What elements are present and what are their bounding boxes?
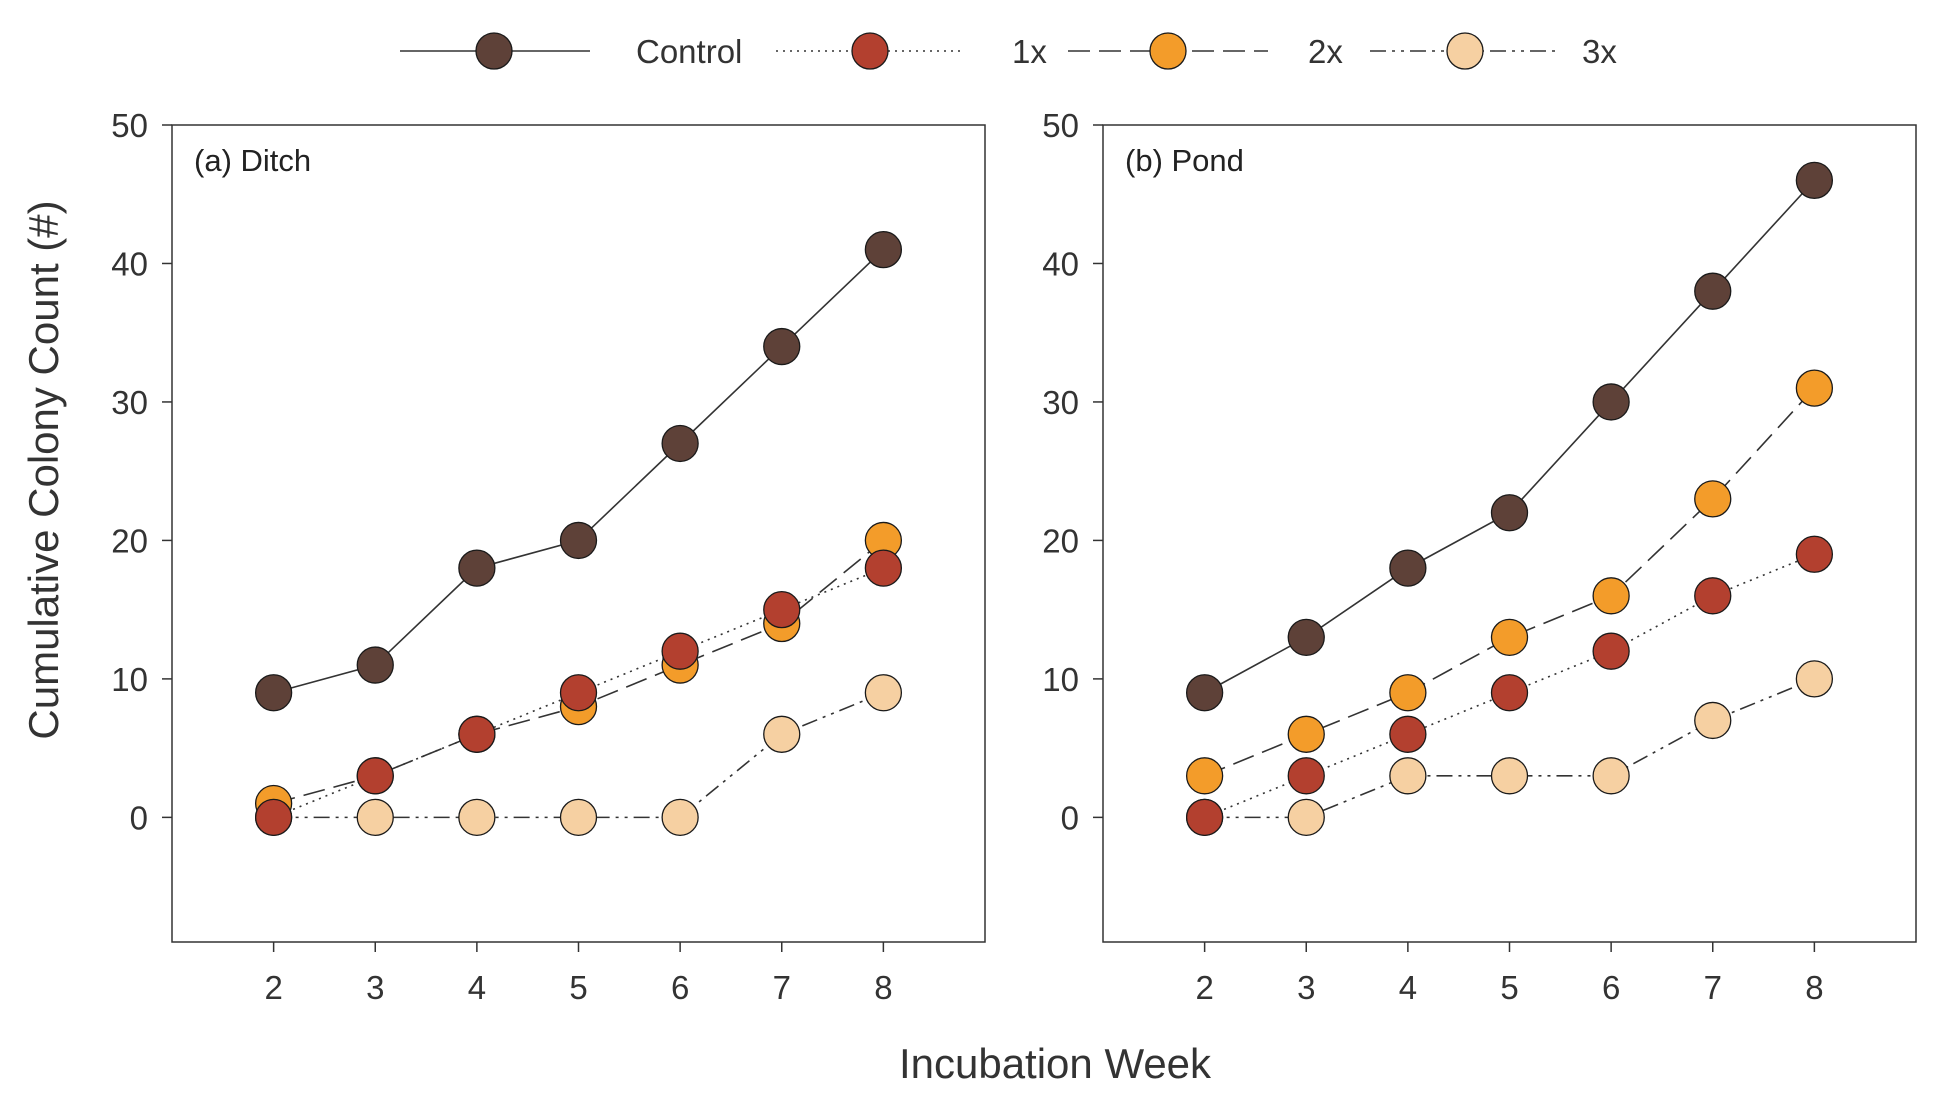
legend-marker-2x bbox=[1149, 32, 1187, 70]
data-point-3x bbox=[763, 715, 801, 753]
data-point-3x bbox=[1490, 757, 1529, 795]
legend: Control 1x 2x 3x bbox=[400, 32, 1617, 70]
y-tick-label: 30 bbox=[111, 384, 148, 421]
data-point-1x bbox=[763, 591, 801, 629]
y-tick-label: 20 bbox=[1042, 522, 1079, 559]
data-point-3x bbox=[1795, 660, 1834, 698]
data-point-control bbox=[559, 521, 598, 560]
data-point-1x bbox=[864, 549, 903, 587]
data-point-1x bbox=[1185, 798, 1224, 837]
data-point-control bbox=[763, 327, 801, 366]
data-point-1x bbox=[1694, 577, 1732, 615]
x-tick-label: 8 bbox=[1805, 969, 1823, 1006]
data-point-1x bbox=[559, 674, 598, 712]
legend-label-1x: 1x bbox=[1012, 33, 1047, 70]
data-point-3x bbox=[864, 674, 903, 712]
y-tick-label: 50 bbox=[1042, 107, 1079, 144]
x-tick-label: 2 bbox=[1195, 969, 1213, 1006]
x-tick-label: 6 bbox=[671, 969, 689, 1006]
y-tick-label: 40 bbox=[1042, 245, 1079, 282]
legend-marker-1x bbox=[851, 32, 889, 70]
y-tick-label: 40 bbox=[111, 245, 148, 282]
plot-frame bbox=[1102, 124, 1917, 943]
y-tick-label: 10 bbox=[111, 661, 148, 698]
data-point-control bbox=[356, 646, 394, 684]
x-tick-label: 6 bbox=[1602, 969, 1620, 1006]
data-point-3x bbox=[1287, 798, 1325, 837]
data-point-2x bbox=[1694, 480, 1732, 518]
data-point-1x bbox=[254, 798, 293, 837]
x-tick-label: 7 bbox=[773, 969, 791, 1006]
data-point-3x bbox=[559, 798, 598, 837]
data-point-3x bbox=[1389, 757, 1427, 795]
data-point-control bbox=[1694, 272, 1732, 310]
data-point-3x bbox=[661, 798, 699, 837]
data-point-1x bbox=[1287, 757, 1325, 795]
data-point-control bbox=[1185, 674, 1224, 712]
panel-pond: (b) Pond 0 10 20 30 40 50 2 3 4 5 6 7 8 bbox=[1042, 107, 1917, 1006]
data-point-control bbox=[1389, 549, 1427, 587]
x-axis-title: Incubation Week bbox=[899, 1040, 1212, 1087]
data-point-control bbox=[661, 424, 699, 463]
x-tick-label: 4 bbox=[1399, 969, 1417, 1006]
legend-label-3x: 3x bbox=[1582, 33, 1617, 70]
data-point-control bbox=[864, 230, 903, 269]
legend-marker-3x bbox=[1446, 32, 1484, 70]
data-point-control bbox=[1287, 618, 1325, 657]
y-tick-label: 30 bbox=[1042, 384, 1079, 421]
data-point-control bbox=[1795, 161, 1834, 200]
data-point-1x bbox=[458, 715, 496, 753]
data-point-1x bbox=[1490, 674, 1529, 712]
legend-label-2x: 2x bbox=[1308, 33, 1343, 70]
y-tick-label: 20 bbox=[111, 522, 148, 559]
data-point-1x bbox=[1795, 535, 1834, 573]
data-point-1x bbox=[661, 632, 699, 670]
data-point-2x bbox=[1592, 577, 1630, 615]
data-point-1x bbox=[1592, 632, 1630, 670]
data-point-3x bbox=[1592, 757, 1630, 795]
data-point-1x bbox=[1389, 715, 1427, 753]
data-point-control bbox=[1490, 494, 1529, 532]
data-point-2x bbox=[1287, 715, 1325, 753]
legend-marker-control bbox=[475, 32, 513, 70]
data-point-control bbox=[254, 674, 293, 712]
data-point-2x bbox=[1389, 674, 1427, 712]
data-point-2x bbox=[1795, 369, 1834, 407]
y-axis-title: Cumulative Colony Count (#) bbox=[20, 200, 67, 739]
x-tick-label: 8 bbox=[874, 969, 892, 1006]
data-point-3x bbox=[356, 798, 394, 837]
data-point-control bbox=[458, 549, 496, 587]
data-point-2x bbox=[1185, 757, 1224, 795]
y-tick-label: 0 bbox=[1061, 799, 1079, 836]
x-tick-label: 5 bbox=[569, 969, 587, 1006]
panel-title: (b) Pond bbox=[1125, 143, 1244, 178]
panel-ditch: (a) Ditch 0 10 20 30 40 50 2 3 4 5 6 7 8 bbox=[111, 107, 986, 1006]
data-point-control bbox=[1592, 383, 1630, 421]
y-tick-label: 0 bbox=[130, 799, 148, 836]
x-tick-label: 2 bbox=[264, 969, 282, 1006]
x-tick-label: 3 bbox=[1297, 969, 1315, 1006]
y-tick-label: 10 bbox=[1042, 661, 1079, 698]
y-tick-label: 50 bbox=[111, 107, 148, 144]
data-point-2x bbox=[1490, 618, 1529, 657]
x-tick-label: 7 bbox=[1704, 969, 1722, 1006]
legend-label-control: Control bbox=[636, 33, 742, 70]
data-point-3x bbox=[458, 798, 496, 837]
x-tick-label: 5 bbox=[1500, 969, 1518, 1006]
series-line-control bbox=[1204, 179, 1815, 694]
x-tick-label: 4 bbox=[468, 969, 486, 1006]
data-point-1x bbox=[356, 757, 394, 795]
data-point-3x bbox=[1694, 701, 1732, 740]
panel-title: (a) Ditch bbox=[194, 143, 311, 178]
x-tick-label: 3 bbox=[366, 969, 384, 1006]
